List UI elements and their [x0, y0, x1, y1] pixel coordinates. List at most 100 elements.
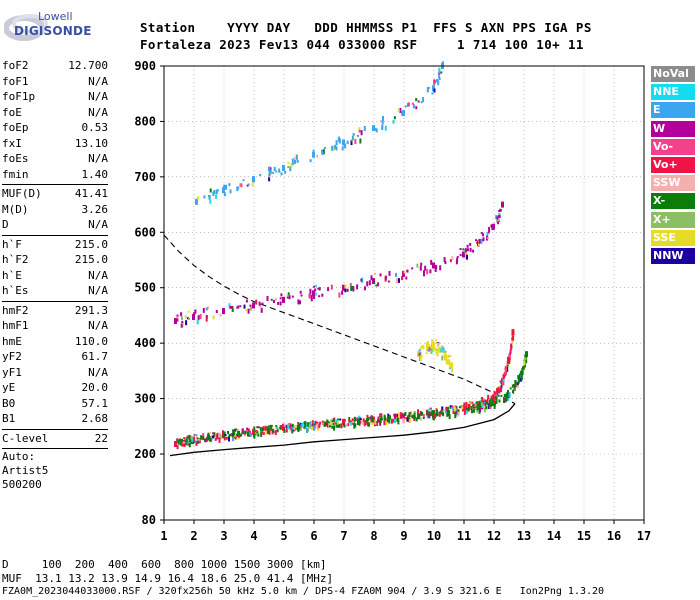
- echo-mark: [426, 87, 429, 91]
- echo-mark: [496, 400, 499, 404]
- echo-mark: [387, 280, 390, 283]
- param-value: 215.0: [74, 253, 108, 266]
- echo-mark: [203, 195, 206, 199]
- echo-mark: [291, 423, 294, 427]
- echo-mark: [327, 287, 330, 292]
- echo-mark: [454, 412, 457, 417]
- data-point: [267, 427, 270, 434]
- echo-mark: [480, 238, 483, 244]
- data-point: [282, 424, 285, 431]
- echo-mark: [521, 366, 524, 370]
- x-tick-label: 6: [310, 529, 317, 543]
- echo-mark: [438, 67, 441, 73]
- echo-mark: [442, 412, 445, 417]
- echo-mark: [352, 421, 355, 423]
- echo-mark: [483, 407, 486, 413]
- echo-mark: [468, 404, 471, 407]
- param-name: foEp: [2, 121, 29, 134]
- echo-mark: [219, 313, 222, 317]
- echo-mark: [440, 346, 443, 350]
- data-point: [237, 431, 240, 437]
- echo-mark: [279, 301, 282, 306]
- echo-mark: [284, 170, 287, 174]
- logo-digisonde-text: DIGISONDE: [14, 24, 92, 38]
- echo-mark: [321, 152, 324, 155]
- echo-mark: [458, 406, 461, 409]
- echo-mark: [509, 349, 512, 354]
- param-name: foEs: [2, 152, 29, 165]
- echo-mark: [457, 411, 460, 417]
- echo-mark: [373, 272, 376, 275]
- echo-mark: [214, 437, 217, 441]
- echo-mark: [209, 188, 212, 193]
- header-labels: Station YYYY DAY DDD HHMMSS P1 FFS S AXN…: [140, 20, 592, 35]
- echo-mark: [508, 357, 511, 360]
- echo-mark: [341, 290, 344, 295]
- echo-mark: [445, 406, 448, 412]
- data-point: [252, 302, 255, 309]
- series-group: [195, 61, 444, 205]
- echo-mark: [180, 323, 183, 328]
- echo-mark: [453, 406, 456, 412]
- echo-mark: [330, 284, 333, 290]
- data-point: [432, 262, 435, 269]
- echo-mark: [223, 431, 226, 436]
- legend-item: X+: [651, 211, 695, 228]
- x-tick-label: 5: [280, 529, 287, 543]
- echo-mark: [422, 97, 425, 103]
- echo-mark: [511, 337, 514, 340]
- echo-mark: [489, 399, 492, 404]
- echo-mark: [297, 422, 300, 424]
- echo-mark: [436, 351, 439, 357]
- param-value: N/A: [88, 268, 108, 282]
- echo-mark: [186, 442, 189, 445]
- echo-mark: [438, 75, 441, 80]
- legend-item: W: [651, 120, 695, 137]
- echo-mark: [313, 423, 316, 426]
- echo-mark: [331, 420, 334, 423]
- echo-mark: [515, 382, 518, 388]
- echo-mark: [429, 407, 432, 410]
- echo-mark: [479, 408, 482, 412]
- echo-mark: [383, 416, 386, 419]
- echo-mark: [321, 293, 324, 297]
- echo-mark: [362, 418, 365, 423]
- echo-mark: [240, 183, 243, 188]
- echo-mark: [197, 438, 200, 441]
- data-point: [492, 223, 495, 230]
- echo-mark: [439, 265, 442, 271]
- echo-mark: [314, 292, 317, 296]
- echo-mark: [249, 305, 252, 311]
- y-tick-label: 80: [142, 513, 156, 527]
- echo-mark: [190, 435, 193, 440]
- echo-mark: [429, 269, 432, 274]
- echo-mark: [380, 413, 383, 417]
- divider: [2, 300, 108, 302]
- echo-mark: [181, 316, 183, 321]
- footer-file-info: FZA0M_2023044033000.RSF / 320fx256h 50 k…: [2, 586, 605, 597]
- echo-mark: [183, 437, 186, 440]
- echo-mark: [395, 272, 397, 277]
- echo-mark: [346, 140, 349, 144]
- echo-mark: [199, 313, 202, 319]
- echo-mark: [366, 281, 369, 287]
- echo-mark: [449, 405, 452, 408]
- echo-mark: [377, 419, 379, 423]
- echo-mark: [436, 409, 439, 413]
- echo-mark: [351, 136, 354, 140]
- echo-mark: [498, 389, 501, 394]
- echo-mark: [389, 415, 391, 420]
- echo-mark: [363, 421, 366, 427]
- echo-mark: [493, 391, 496, 395]
- echo-mark: [452, 407, 455, 411]
- echo-mark: [228, 434, 231, 437]
- param-value: N/A: [88, 365, 108, 379]
- x-tick-label: 8: [370, 529, 377, 543]
- data-point: [312, 151, 315, 158]
- echo-mark: [436, 412, 439, 417]
- data-point: [174, 318, 177, 324]
- auto-version: 500200: [2, 478, 42, 491]
- echo-mark: [508, 392, 511, 398]
- echo-mark: [351, 418, 354, 422]
- param-row: B1 2.68: [2, 411, 108, 427]
